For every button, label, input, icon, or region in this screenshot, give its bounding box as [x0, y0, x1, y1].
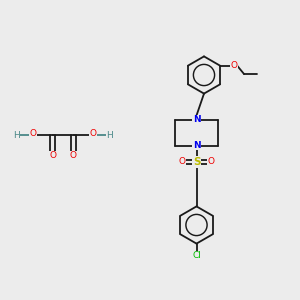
Text: O: O	[207, 158, 214, 166]
Text: S: S	[193, 157, 200, 167]
Text: N: N	[193, 116, 200, 124]
Text: O: O	[230, 61, 237, 70]
Text: N: N	[193, 141, 200, 150]
Text: O: O	[178, 158, 186, 166]
Text: O: O	[29, 129, 37, 138]
Text: Cl: Cl	[192, 251, 201, 260]
Text: H: H	[13, 130, 20, 140]
Text: H: H	[106, 130, 113, 140]
Text: O: O	[70, 152, 77, 160]
Text: O: O	[89, 129, 97, 138]
Text: O: O	[49, 152, 56, 160]
